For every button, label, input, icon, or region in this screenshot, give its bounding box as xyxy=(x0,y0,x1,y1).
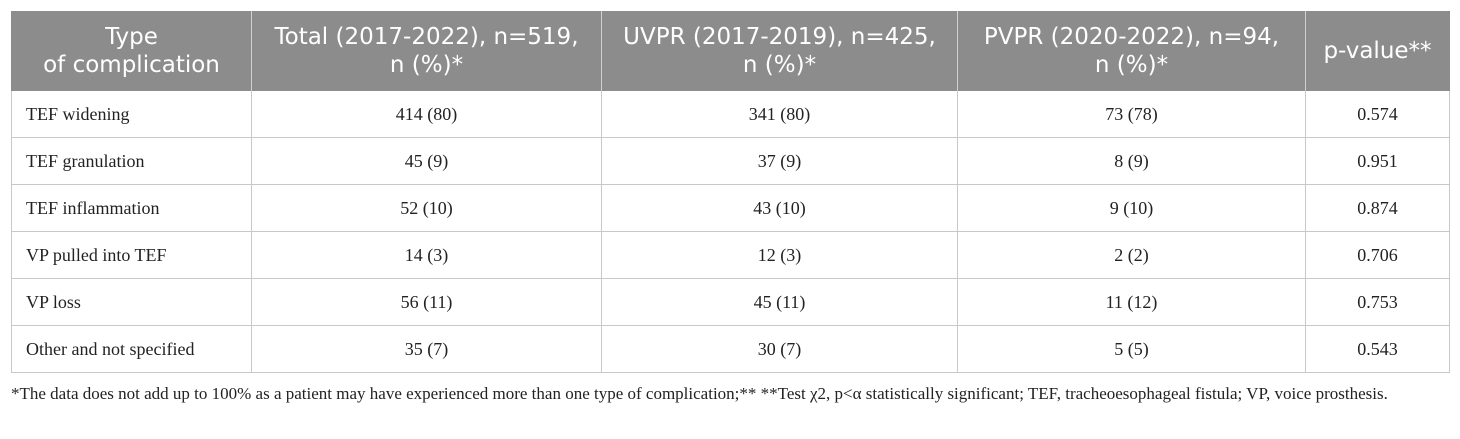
header-total: Total (2017-2022), n=519, n (%)* xyxy=(251,11,602,91)
header-row: Type of complication Total (2017-2022), … xyxy=(11,11,1450,91)
cell-pvpr: 11 (12) xyxy=(957,278,1306,326)
cell-pvpr: 2 (2) xyxy=(957,231,1306,279)
table-row: TEF widening 414 (80) 341 (80) 73 (78) 0… xyxy=(11,91,1450,138)
table-row: TEF inflammation 52 (10) 43 (10) 9 (10) … xyxy=(11,184,1450,232)
cell-p-value: 0.874 xyxy=(1305,184,1450,232)
header-pvpr: PVPR (2020-2022), n=94, n (%)* xyxy=(957,11,1306,91)
table-row: VP pulled into TEF 14 (3) 12 (3) 2 (2) 0… xyxy=(11,231,1450,279)
header-uvpr: UVPR (2017-2019), n=425, n (%)* xyxy=(601,11,958,91)
cell-complication-type: VP pulled into TEF xyxy=(11,231,252,279)
cell-complication-type: TEF widening xyxy=(11,91,252,138)
cell-complication-type: VP loss xyxy=(11,278,252,326)
cell-p-value: 0.951 xyxy=(1305,137,1450,185)
cell-complication-type: TEF granulation xyxy=(11,137,252,185)
cell-pvpr: 73 (78) xyxy=(957,91,1306,138)
header-line: n (%)* xyxy=(389,52,464,78)
cell-uvpr: 30 (7) xyxy=(601,325,958,373)
cell-p-value: 0.574 xyxy=(1305,91,1450,138)
cell-pvpr: 8 (9) xyxy=(957,137,1306,185)
header-type-of-complication: Type of complication xyxy=(11,11,252,91)
cell-total: 45 (9) xyxy=(251,137,602,185)
cell-pvpr: 5 (5) xyxy=(957,325,1306,373)
cell-total: 14 (3) xyxy=(251,231,602,279)
table-footnote: *The data does not add up to 100% as a p… xyxy=(11,384,1388,403)
header-line: Type xyxy=(105,24,158,50)
cell-p-value: 0.543 xyxy=(1305,325,1450,373)
cell-total: 35 (7) xyxy=(251,325,602,373)
header-line: p-value** xyxy=(1323,38,1432,64)
table-row: TEF granulation 45 (9) 37 (9) 8 (9) 0.95… xyxy=(11,137,1450,185)
cell-p-value: 0.753 xyxy=(1305,278,1450,326)
cell-complication-type: TEF inflammation xyxy=(11,184,252,232)
complications-table-container: Type of complication Total (2017-2022), … xyxy=(11,11,1450,373)
header-line: of complication xyxy=(43,52,220,78)
complications-table: Type of complication Total (2017-2022), … xyxy=(11,11,1450,373)
cell-uvpr: 12 (3) xyxy=(601,231,958,279)
cell-uvpr: 37 (9) xyxy=(601,137,958,185)
table-row: Other and not specified 35 (7) 30 (7) 5 … xyxy=(11,325,1450,373)
table-row: VP loss 56 (11) 45 (11) 11 (12) 0.753 xyxy=(11,278,1450,326)
cell-total: 52 (10) xyxy=(251,184,602,232)
cell-pvpr: 9 (10) xyxy=(957,184,1306,232)
header-line: UVPR (2017-2019), n=425, xyxy=(623,24,936,50)
header-line: n (%)* xyxy=(742,52,817,78)
header-line: n (%)* xyxy=(1094,52,1169,78)
header-p-value: p-value** xyxy=(1305,11,1450,91)
cell-total: 414 (80) xyxy=(251,91,602,138)
cell-p-value: 0.706 xyxy=(1305,231,1450,279)
header-line: PVPR (2020-2022), n=94, xyxy=(983,24,1280,50)
cell-uvpr: 45 (11) xyxy=(601,278,958,326)
header-line: Total (2017-2022), n=519, xyxy=(274,24,579,50)
cell-total: 56 (11) xyxy=(251,278,602,326)
cell-complication-type: Other and not specified xyxy=(11,325,252,373)
cell-uvpr: 341 (80) xyxy=(601,91,958,138)
cell-uvpr: 43 (10) xyxy=(601,184,958,232)
